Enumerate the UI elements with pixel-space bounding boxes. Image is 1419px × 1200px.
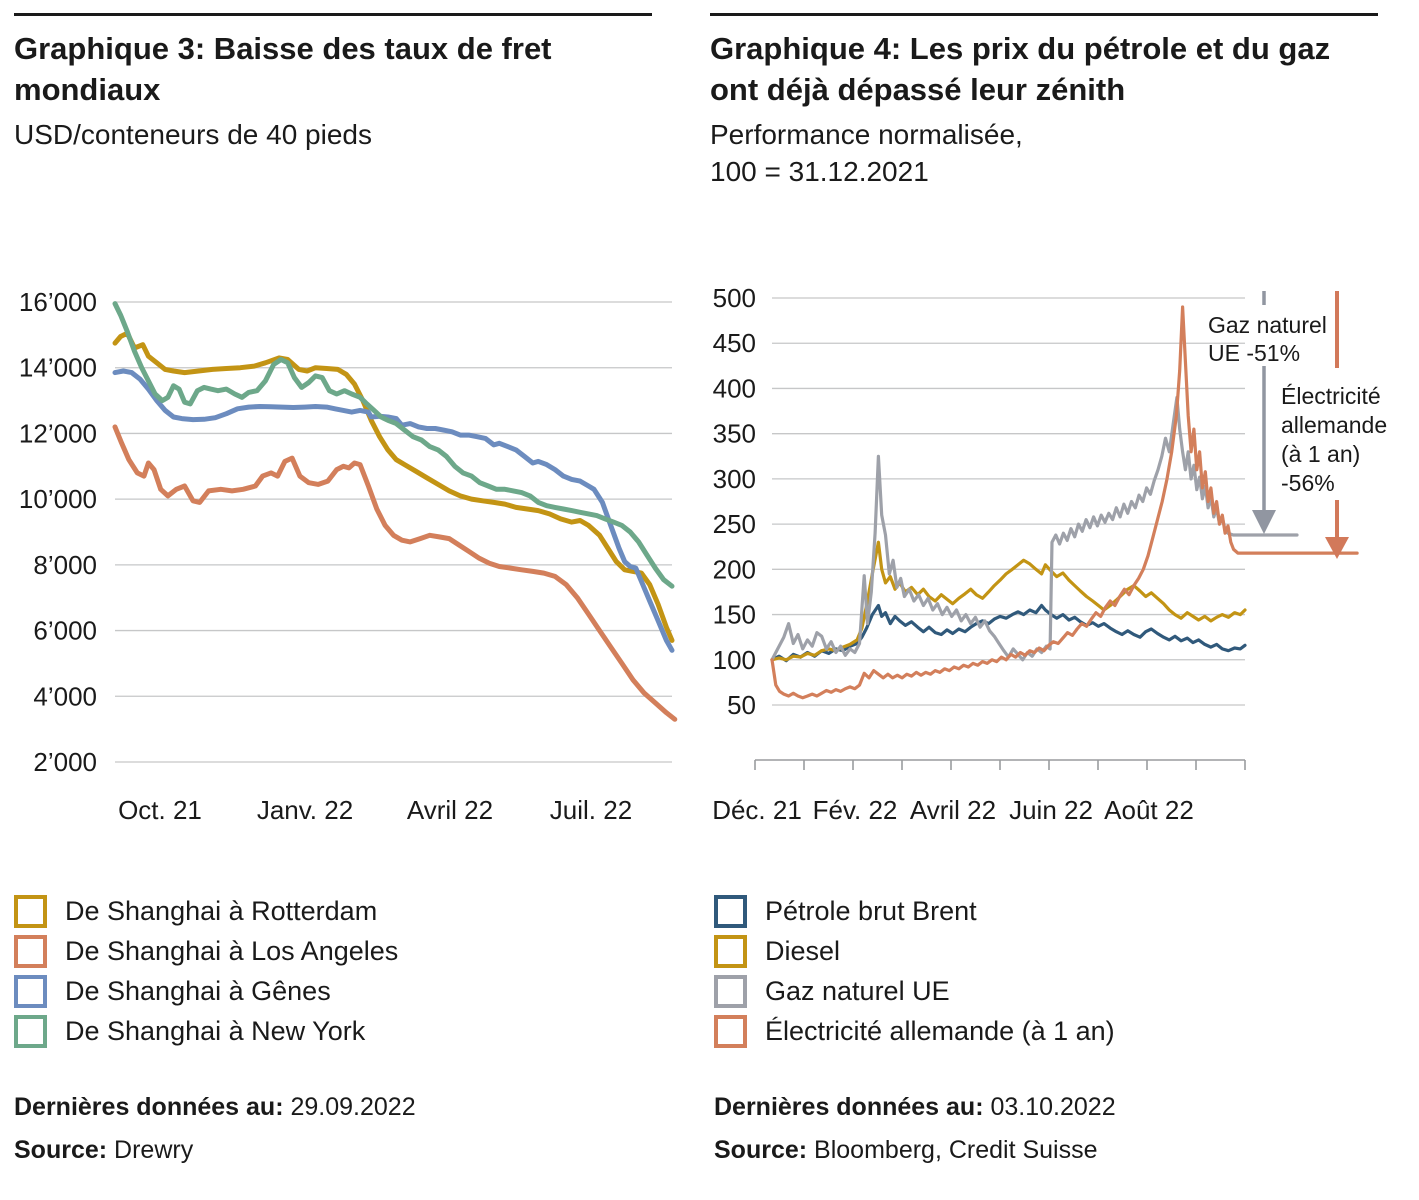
y-axis-tick-label: 100 (713, 645, 756, 675)
last-data-value: 03.10.2022 (990, 1093, 1116, 1121)
legend-swatch-genes (14, 974, 47, 1008)
x-axis-tick-label: Avril 22 (407, 795, 493, 825)
y-axis-tick-label: 12’000 (19, 418, 97, 448)
y-axis-tick-label: 6’000 (33, 616, 97, 646)
y-axis-tick-label: 200 (713, 554, 756, 584)
legend-item: De Shanghai à Gênes (14, 971, 398, 1011)
last-data-label: Dernières données au: (14, 1093, 284, 1121)
y-axis-tick-label: 300 (713, 464, 756, 494)
y-axis-tick-label: 50 (727, 690, 756, 720)
y-axis-tick-label: 10’000 (19, 484, 97, 514)
down-arrow-icon (1252, 510, 1276, 534)
y-axis-tick-label: 150 (713, 600, 756, 630)
y-axis-tick-label: 250 (713, 509, 756, 539)
chart-annotation: UE -51% (1208, 340, 1300, 366)
series-line (770, 540, 1247, 662)
figure4-footer: Dernières données au: 03.10.2022 Source:… (714, 1086, 1116, 1172)
x-axis-tick-label: Déc. 21 (712, 795, 802, 825)
figure3-title: Graphique 3: Baisse des taux de fret mon… (14, 31, 552, 107)
down-arrow-icon (1325, 537, 1349, 559)
figure3-footer: Dernières données au: 29.09.2022 Source:… (14, 1086, 416, 1172)
figure3-header: Graphique 3: Baisse des taux de fret mon… (14, 13, 652, 153)
legend-item: De Shanghai à Los Angeles (14, 931, 398, 971)
figure4-subtitle: Performance normalisée, 100 = 31.12.2021 (710, 119, 1023, 187)
source-label: Source: (14, 1136, 108, 1164)
series-line (112, 301, 675, 589)
series-line (770, 395, 1299, 662)
chart-annotation: Gaz naturel (1208, 312, 1327, 338)
series-line (112, 424, 678, 722)
series-line (112, 330, 675, 643)
last-data-value: 29.09.2022 (290, 1093, 416, 1121)
series-line (770, 603, 1247, 663)
legend-item: Diesel (714, 931, 1115, 971)
chart-annotation: Électricité (1281, 383, 1381, 409)
source-label: Source: (714, 1136, 808, 1164)
last-data-line: Dernières données au: 29.09.2022 (14, 1086, 416, 1129)
figure4-header: Graphique 4: Les prix du pétrole et du g… (710, 13, 1378, 190)
series-line (112, 368, 675, 653)
source-line: Source: Drewry (14, 1129, 416, 1172)
y-axis-tick-label: 350 (713, 419, 756, 449)
y-axis-tick-label: 450 (713, 328, 756, 358)
y-axis-tick-label: 500 (713, 283, 756, 313)
legend-label: De Shanghai à Los Angeles (65, 935, 399, 966)
legend-label: Gaz naturel UE (765, 975, 950, 1006)
x-axis-tick-label: Fév. 22 (813, 795, 898, 825)
y-axis-tick-label: 8’000 (33, 550, 97, 580)
legend-item: Électricité allemande (à 1 an) (714, 1011, 1115, 1051)
y-axis-tick-label: 4’000 (33, 681, 97, 711)
y-axis-tick-label: 2’000 (33, 747, 97, 777)
legend-swatch-electricite (714, 1014, 747, 1048)
figure4-top-rule (710, 13, 1378, 16)
legend-swatch-gaz-naturel (714, 974, 747, 1008)
legend-swatch-brent (714, 894, 747, 928)
x-axis-tick-label: Janv. 22 (257, 795, 353, 825)
x-axis-tick-label: Avril 22 (910, 795, 996, 825)
legend-label: Pétrole brut Brent (765, 895, 977, 926)
legend-item: Gaz naturel UE (714, 971, 1115, 1011)
y-axis-tick-label: 16’000 (19, 287, 97, 317)
legend-item: De Shanghai à Rotterdam (14, 891, 398, 931)
legend-label: Électricité allemande (à 1 an) (765, 1015, 1115, 1046)
chart-annotation: (à 1 an) (1281, 441, 1360, 467)
x-axis-tick-label: Juil. 22 (550, 795, 632, 825)
last-data-line: Dernières données au: 03.10.2022 (714, 1086, 1116, 1129)
legend-swatch-rotterdam (14, 894, 47, 928)
figure3-top-rule (14, 13, 652, 16)
figure4-legend: Pétrole brut Brent Diesel Gaz naturel UE… (714, 891, 1115, 1051)
source-value: Drewry (114, 1136, 194, 1164)
last-data-label: Dernières données au: (714, 1093, 984, 1121)
x-axis-tick-label: Oct. 21 (118, 795, 202, 825)
figure3-subtitle: USD/conteneurs de 40 pieds (14, 119, 372, 150)
figure4-title: Graphique 4: Les prix du pétrole et du g… (710, 31, 1331, 107)
legend-label: De Shanghai à New York (65, 1015, 366, 1046)
y-axis-tick-label: 14’000 (19, 353, 97, 383)
x-axis-tick-label: Août 22 (1104, 795, 1194, 825)
source-line: Source: Bloomberg, Credit Suisse (714, 1129, 1116, 1172)
y-axis-tick-label: 400 (713, 373, 756, 403)
legend-swatch-los-angeles (14, 934, 47, 968)
series-line (770, 305, 1359, 700)
legend-item: Pétrole brut Brent (714, 891, 1115, 931)
legend-label: De Shanghai à Gênes (65, 975, 331, 1006)
figure3-legend: De Shanghai à Rotterdam De Shanghai à Lo… (14, 891, 398, 1051)
x-axis-tick-label: Juin 22 (1009, 795, 1093, 825)
legend-swatch-diesel (714, 934, 747, 968)
source-value: Bloomberg, Credit Suisse (814, 1136, 1098, 1164)
legend-item: De Shanghai à New York (14, 1011, 398, 1051)
legend-swatch-new-york (14, 1014, 47, 1048)
legend-label: De Shanghai à Rotterdam (65, 895, 378, 926)
chart-annotation: -56% (1281, 470, 1335, 496)
chart-annotation: allemande (1281, 412, 1387, 438)
freight-rates-line-chart: 16’000 14’000 12’000 10’000 8’000 6’000 4’000 2… (19, 287, 678, 825)
legend-label: Diesel (765, 935, 841, 966)
energy-prices-line-chart: 500 450 400 350 300 250 200 150 100 50 Déc. 21 Fév.… (712, 283, 1387, 825)
